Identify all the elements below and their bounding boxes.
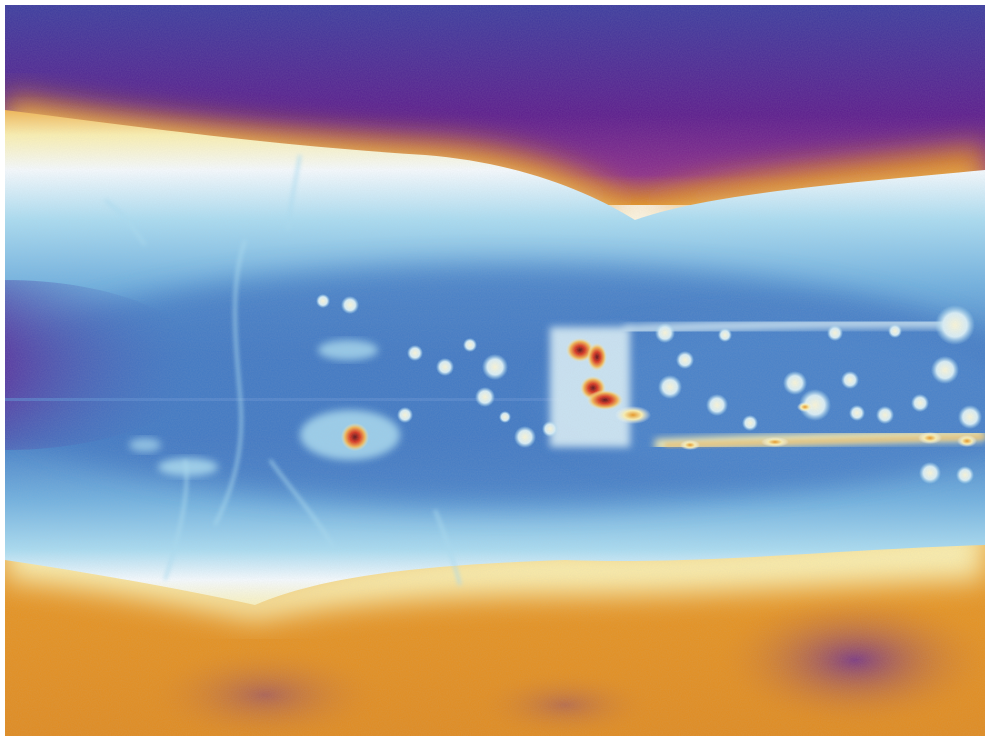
thermal-image-canvas — [5, 5, 985, 736]
noise-overlay — [5, 5, 985, 736]
thermal-image — [5, 5, 985, 736]
